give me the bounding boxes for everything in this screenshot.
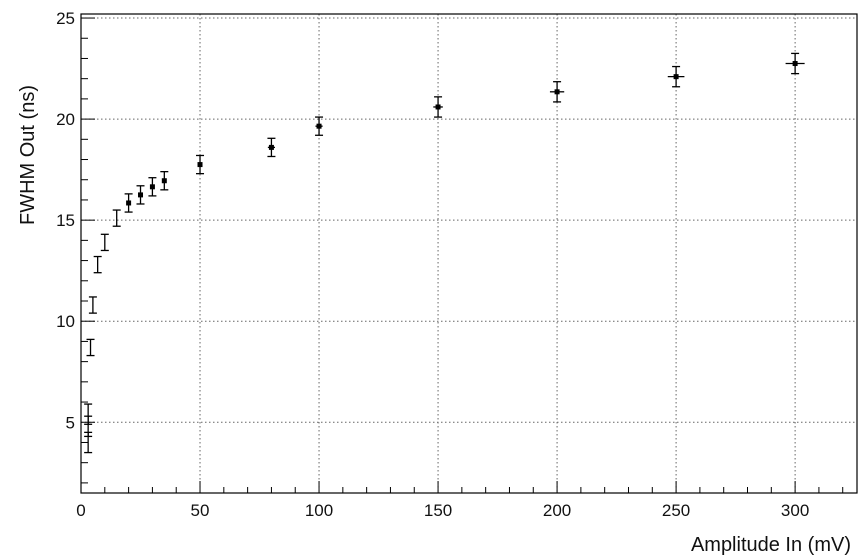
x-tick-label: 200 xyxy=(543,501,571,520)
point-marker xyxy=(268,144,274,150)
x-axis: 0 50 100 150 200 250 300 xyxy=(76,481,844,520)
y-tick-label: 5 xyxy=(66,413,75,432)
point-marker xyxy=(792,61,798,67)
x-tick-label: 100 xyxy=(305,501,333,520)
data-point xyxy=(124,193,133,213)
data-point xyxy=(785,52,805,75)
x-tick-label: 150 xyxy=(424,501,452,520)
data-point xyxy=(93,255,102,274)
y-tick-label: 10 xyxy=(56,312,75,331)
data-point xyxy=(433,96,443,118)
gridlines xyxy=(81,14,857,493)
x-tick-label: 50 xyxy=(191,501,210,520)
data-point xyxy=(100,233,109,252)
data-point xyxy=(112,209,121,227)
data-point xyxy=(84,403,93,425)
x-tick-label: 0 xyxy=(76,501,85,520)
data-point xyxy=(148,177,157,197)
data-points xyxy=(84,52,805,454)
point-marker xyxy=(673,74,679,80)
point-marker xyxy=(316,123,322,129)
point-marker xyxy=(435,104,441,110)
point-marker xyxy=(138,192,144,198)
data-point xyxy=(667,65,685,88)
point-marker xyxy=(161,178,167,184)
y-tick-label: 25 xyxy=(56,9,75,28)
y-tick-label: 15 xyxy=(56,211,75,230)
data-point xyxy=(196,154,205,175)
y-axis-title: FWHM Out (ns) xyxy=(17,85,39,225)
data-point xyxy=(315,116,324,136)
point-marker xyxy=(197,162,203,168)
point-marker xyxy=(554,89,560,95)
data-point xyxy=(549,81,565,103)
y-axis: 5 10 15 20 25 xyxy=(56,9,95,484)
data-point xyxy=(86,338,95,357)
plot-frame xyxy=(80,13,858,494)
data-point xyxy=(136,185,145,205)
data-point xyxy=(267,137,276,158)
x-tick-label: 300 xyxy=(781,501,809,520)
point-marker xyxy=(126,200,132,206)
y-tick-label: 20 xyxy=(56,110,75,129)
data-point xyxy=(160,170,169,191)
x-axis-title: Amplitude In (mV) xyxy=(691,534,851,556)
x-tick-label: 250 xyxy=(662,501,690,520)
point-marker xyxy=(149,184,155,190)
data-point xyxy=(88,296,97,314)
